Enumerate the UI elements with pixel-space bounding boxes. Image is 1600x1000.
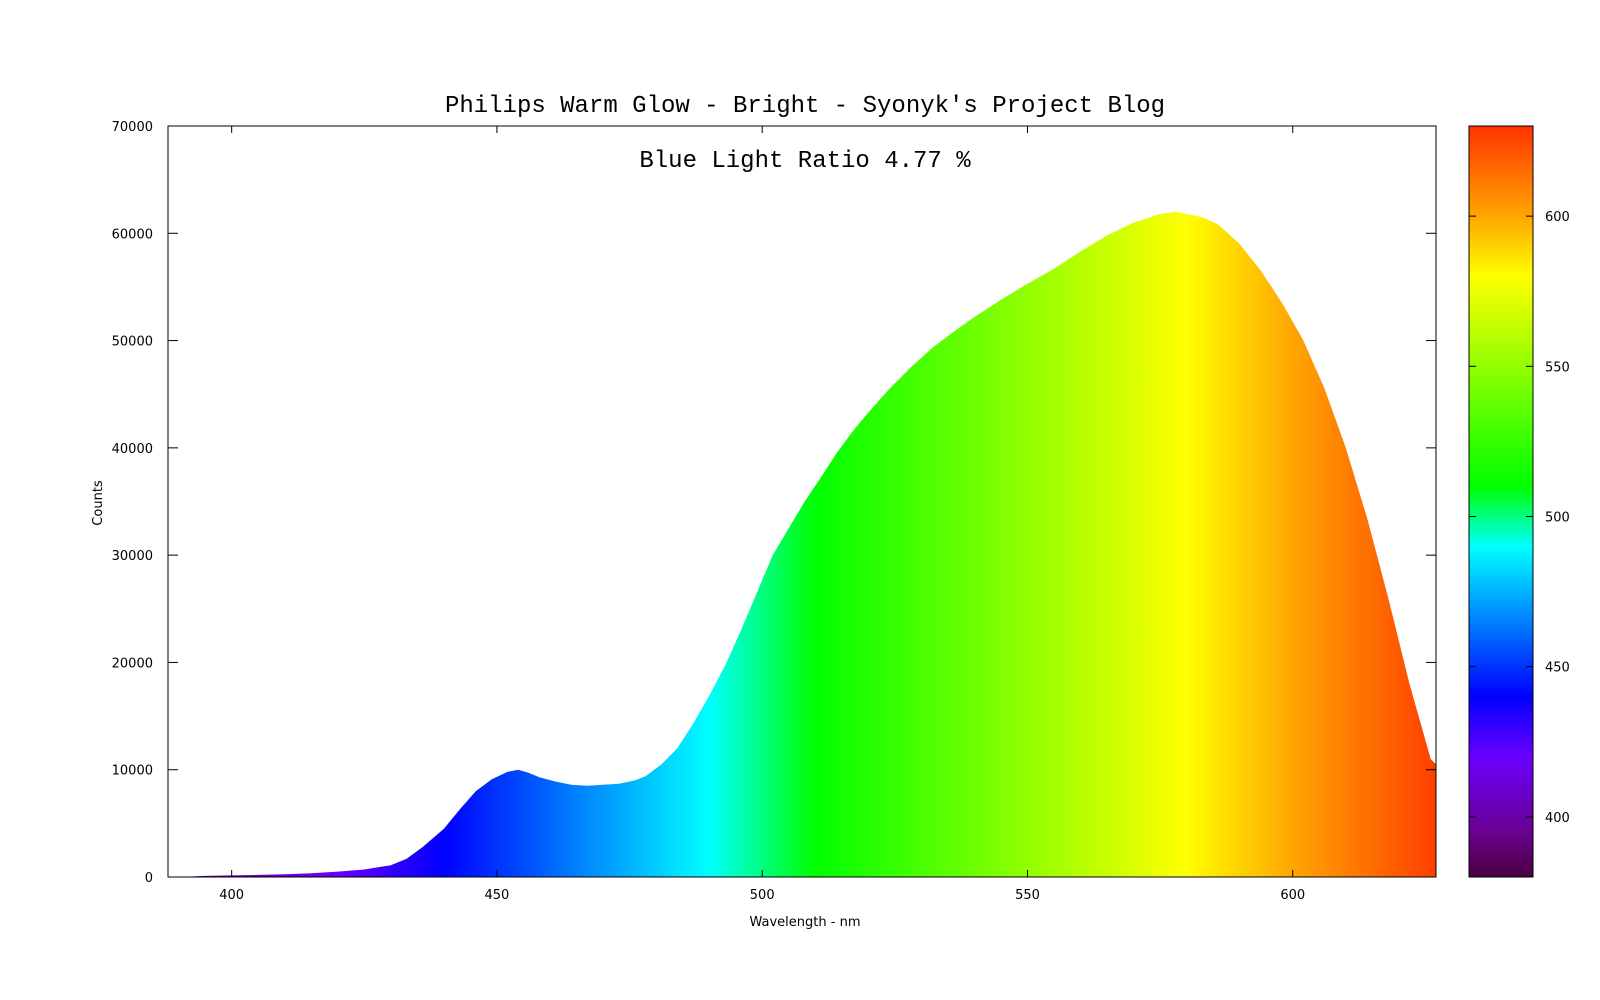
y-tick-label: 40000 <box>112 442 153 457</box>
colorbar-tick-label: 400 <box>1545 811 1570 826</box>
y-tick-label: 20000 <box>112 656 153 671</box>
plot-frame <box>167 125 1437 878</box>
y-tick-label: 30000 <box>112 549 153 564</box>
blue-light-annotation: Blue Light Ratio 4.77 % <box>639 148 971 175</box>
x-tick-label: 600 <box>1280 888 1305 903</box>
x-tick-label: 400 <box>219 888 244 903</box>
chart-title: Philips Warm Glow - Bright - Syonyk's Pr… <box>445 93 1165 120</box>
y-tick-label: 70000 <box>112 120 153 135</box>
spectrum-area <box>178 211 1436 877</box>
y-axis-ticks: 0 10000 20000 30000 40000 50000 60000 70000 <box>112 120 1436 886</box>
x-axis-label: Wavelength - nm <box>750 915 861 930</box>
x-axis-ticks: 400 450 500 550 600 <box>219 126 1305 903</box>
colorbar-tick-label: 450 <box>1545 661 1570 676</box>
plot-area <box>178 211 1436 877</box>
y-tick-label: 50000 <box>112 335 153 350</box>
y-tick-label: 10000 <box>112 764 153 779</box>
colorbar-ticks: 400 450 500 550 600 <box>1469 210 1570 826</box>
colorbar-tick-label: 500 <box>1545 511 1570 526</box>
x-tick-label: 500 <box>750 888 775 903</box>
colorbar-tick-label: 600 <box>1545 210 1570 225</box>
colorbar-tick-label: 550 <box>1545 360 1570 375</box>
y-axis-label: Counts <box>91 480 106 526</box>
colorbar-gradient <box>1468 125 1534 878</box>
y-tick-label: 60000 <box>112 227 153 242</box>
colorbar: 400 450 500 550 600 <box>1468 125 1570 878</box>
x-tick-label: 450 <box>485 888 510 903</box>
x-tick-label: 550 <box>1015 888 1040 903</box>
y-tick-label: 0 <box>145 871 153 886</box>
